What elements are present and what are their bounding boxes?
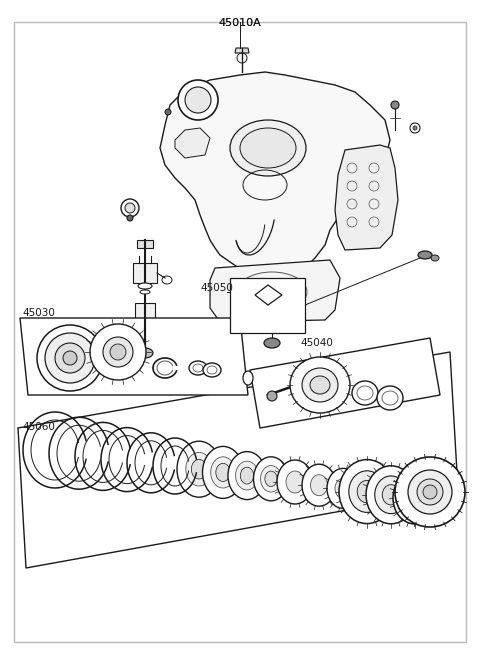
Ellipse shape (178, 80, 218, 120)
Ellipse shape (431, 255, 439, 261)
Ellipse shape (203, 363, 221, 377)
Ellipse shape (393, 472, 437, 524)
Polygon shape (335, 145, 398, 250)
Polygon shape (250, 338, 440, 428)
Ellipse shape (63, 351, 77, 365)
Ellipse shape (110, 344, 126, 360)
Ellipse shape (90, 324, 146, 380)
Polygon shape (255, 285, 282, 305)
Ellipse shape (192, 459, 207, 479)
Ellipse shape (165, 109, 171, 115)
Ellipse shape (310, 376, 330, 394)
Ellipse shape (137, 348, 153, 358)
Text: 45010A: 45010A (218, 18, 262, 28)
Ellipse shape (240, 128, 296, 168)
Ellipse shape (418, 251, 432, 259)
Ellipse shape (377, 386, 403, 410)
Ellipse shape (203, 447, 243, 498)
Bar (230, 278, 305, 333)
Text: 45040: 45040 (300, 338, 333, 348)
Ellipse shape (410, 123, 420, 133)
Ellipse shape (413, 126, 417, 130)
Ellipse shape (230, 120, 306, 176)
Ellipse shape (261, 466, 281, 492)
Ellipse shape (302, 464, 336, 506)
Text: 45060: 45060 (22, 422, 55, 432)
Ellipse shape (311, 475, 327, 496)
Ellipse shape (267, 391, 277, 401)
Ellipse shape (211, 457, 235, 488)
Ellipse shape (253, 457, 288, 501)
Ellipse shape (408, 489, 423, 507)
Ellipse shape (265, 471, 277, 487)
Ellipse shape (236, 461, 258, 490)
Ellipse shape (37, 325, 103, 391)
Ellipse shape (327, 468, 359, 508)
Polygon shape (160, 72, 390, 278)
Ellipse shape (290, 357, 350, 413)
Text: 45030: 45030 (22, 308, 55, 318)
Ellipse shape (186, 453, 212, 486)
Ellipse shape (264, 338, 280, 348)
Ellipse shape (45, 333, 95, 383)
Ellipse shape (177, 441, 221, 497)
Ellipse shape (278, 309, 292, 321)
Ellipse shape (382, 485, 400, 505)
Ellipse shape (349, 471, 385, 512)
Ellipse shape (121, 199, 139, 217)
Ellipse shape (408, 470, 452, 514)
Ellipse shape (423, 485, 437, 499)
Ellipse shape (228, 451, 266, 500)
Ellipse shape (395, 457, 465, 527)
Ellipse shape (339, 460, 395, 523)
Ellipse shape (352, 381, 378, 405)
Ellipse shape (375, 476, 407, 514)
Ellipse shape (248, 305, 268, 319)
Ellipse shape (103, 337, 133, 367)
Ellipse shape (240, 467, 253, 484)
Ellipse shape (277, 460, 313, 504)
Ellipse shape (391, 101, 399, 109)
Ellipse shape (417, 479, 443, 505)
Ellipse shape (125, 203, 135, 213)
Ellipse shape (252, 308, 264, 316)
Text: 45010A: 45010A (218, 18, 262, 28)
Ellipse shape (127, 215, 133, 221)
Polygon shape (235, 48, 249, 53)
Ellipse shape (335, 478, 351, 498)
Ellipse shape (138, 283, 152, 289)
Polygon shape (135, 303, 155, 328)
Ellipse shape (302, 368, 338, 402)
Polygon shape (210, 260, 340, 322)
Ellipse shape (286, 471, 304, 493)
Ellipse shape (216, 463, 230, 481)
Ellipse shape (189, 361, 207, 375)
Polygon shape (20, 318, 248, 395)
Ellipse shape (55, 343, 85, 373)
Polygon shape (175, 128, 210, 158)
Ellipse shape (401, 481, 429, 515)
Ellipse shape (357, 480, 377, 503)
Ellipse shape (140, 290, 150, 294)
Polygon shape (133, 263, 157, 283)
Ellipse shape (366, 466, 416, 524)
Polygon shape (18, 352, 458, 568)
Ellipse shape (185, 87, 211, 113)
Polygon shape (137, 240, 153, 248)
Ellipse shape (243, 371, 253, 385)
Text: 45050: 45050 (200, 283, 233, 293)
